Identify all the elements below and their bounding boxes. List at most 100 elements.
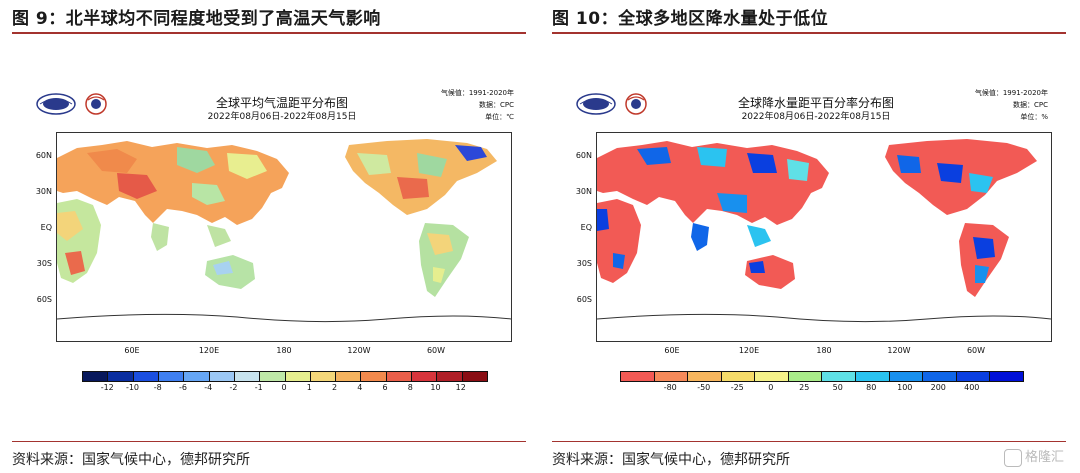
lon-tick: 60W [426,346,446,355]
colorbar-swatch [856,372,890,381]
lon-tick: 60E [124,346,140,355]
lon-tick: 180 [816,346,832,355]
bcc-logo [625,93,647,115]
colorbar-label: 4 [357,383,363,392]
colorbar-swatch [923,372,957,381]
meta-climate: 气候值：1991-2020年 [440,89,514,97]
footer-divider [552,441,1066,442]
colorbar-label: -6 [179,383,187,392]
colorbar-label: 0 [281,383,287,392]
colorbar-label: 2 [331,383,338,392]
watermark: 格隆汇 [1004,446,1064,467]
colorbar-label: 1 [306,383,312,392]
colorbar-label: -8 [153,383,162,392]
colorbar-swatch [822,372,857,381]
agency-logos [576,92,652,116]
colorbar-swatch [412,372,438,381]
colorbar-swatch [133,372,159,381]
colorbar-label: -80 [663,383,677,392]
colorbar-swatch [721,372,756,381]
lat-tick: 30S [36,259,52,268]
landmass-south-america [419,223,469,297]
precipitation-panel: 图 10：全球多地区降水量处于低位 全球降水量距平百分率分布图 2022年08月… [552,0,1074,473]
colorbar-label: -4 [204,383,213,392]
title-divider [12,32,526,34]
colorbar-swatch [437,372,463,381]
colorbar-swatch [755,372,789,381]
landmass-antarctica [597,313,1051,323]
footer-divider [12,441,526,442]
meta-unit: 单位：% [1020,113,1048,121]
source-note: 资料来源：国家气候中心，德邦研究所 [552,452,790,468]
title-divider [552,32,1066,34]
colorbar-swatch [462,372,487,381]
colorbar-label: -25 [730,383,744,392]
colorbar-swatch [386,372,413,381]
colorbar-label: 50 [832,383,843,392]
colorbar-swatch [158,372,185,381]
bcc-logo [85,93,107,115]
agency-logos [36,92,112,116]
temperature-colorbar [82,371,488,382]
lat-tick: 60S [36,295,52,304]
colorbar-swatch [336,372,362,381]
colorbar-label: 6 [382,383,388,392]
colorbar-swatch [621,372,655,381]
colorbar-label: 400 [964,383,980,392]
colorbar-swatch [234,372,261,381]
lon-tick: 60E [664,346,680,355]
lat-tick: 60N [35,151,52,160]
map-subtitle: 2022年08月06日-2022年08月15日 [207,112,357,122]
watermark-text: 格隆汇 [1025,450,1065,465]
colorbar-label: -1 [254,383,263,392]
colorbar-swatch [83,372,109,381]
precipitation-anomaly-map [596,132,1052,342]
lat-tick: 30S [576,259,592,268]
colorbar-label: 10 [430,383,441,392]
colorbar-label: 8 [407,383,413,392]
colorbar-swatch [956,372,991,381]
colorbar-label: 12 [455,383,466,392]
colorbar-swatch [990,372,1023,381]
colorbar-swatch [889,372,924,381]
lon-tick: 120E [738,346,760,355]
colorbar-label: -2 [229,383,238,392]
meta-data-source: 数据：CPC [1013,101,1048,109]
map-title: 全球平均气温距平分布图 [215,96,348,110]
map-subtitle: 2022年08月06日-2022年08月15日 [741,112,891,122]
colorbar-swatch [184,372,210,381]
source-note: 资料来源：国家气候中心，德邦研究所 [12,452,250,468]
ncc-logo [576,93,616,115]
meta-climate: 气候值：1991-2020年 [974,89,1048,97]
lat-tick: 60S [576,295,592,304]
temperature-anomaly-map [56,132,512,342]
colorbar-label: -10 [125,383,140,392]
watermark-logo-icon [1004,448,1022,467]
lon-tick: 120W [347,346,371,355]
lon-tick: 120W [887,346,911,355]
precipitation-colorbar [620,371,1024,382]
lat-tick: 60N [575,151,592,160]
figure-title: 图 9：北半球均不同程度地受到了高温天气影响 [12,9,381,29]
colorbar-swatch [788,372,823,381]
colorbar-swatch [285,372,311,381]
colorbar-label: 200 [930,383,946,392]
colorbar-label: 0 [768,383,774,392]
colorbar-label: 25 [799,383,810,392]
colorbar-label: -50 [697,383,711,392]
meta-data-source: 数据：CPC [479,101,514,109]
colorbar-label: 100 [897,383,913,392]
ncc-logo [36,93,76,115]
temperature-panel: 图 9：北半球均不同程度地受到了高温天气影响 全球平均气温距平分布图 2022年… [12,0,534,473]
lat-tick: EQ [580,223,592,232]
lat-tick: 30N [575,187,592,196]
colorbar-label: -12 [100,383,114,392]
landmass-antarctica [57,313,511,323]
colorbar-swatch [260,372,286,381]
colorbar-swatch [688,372,722,381]
colorbar-swatch [108,372,134,381]
lon-tick: 180 [276,346,292,355]
landmass-south-america [959,223,1009,297]
colorbar-swatch [209,372,235,381]
lat-tick: 30N [35,187,52,196]
